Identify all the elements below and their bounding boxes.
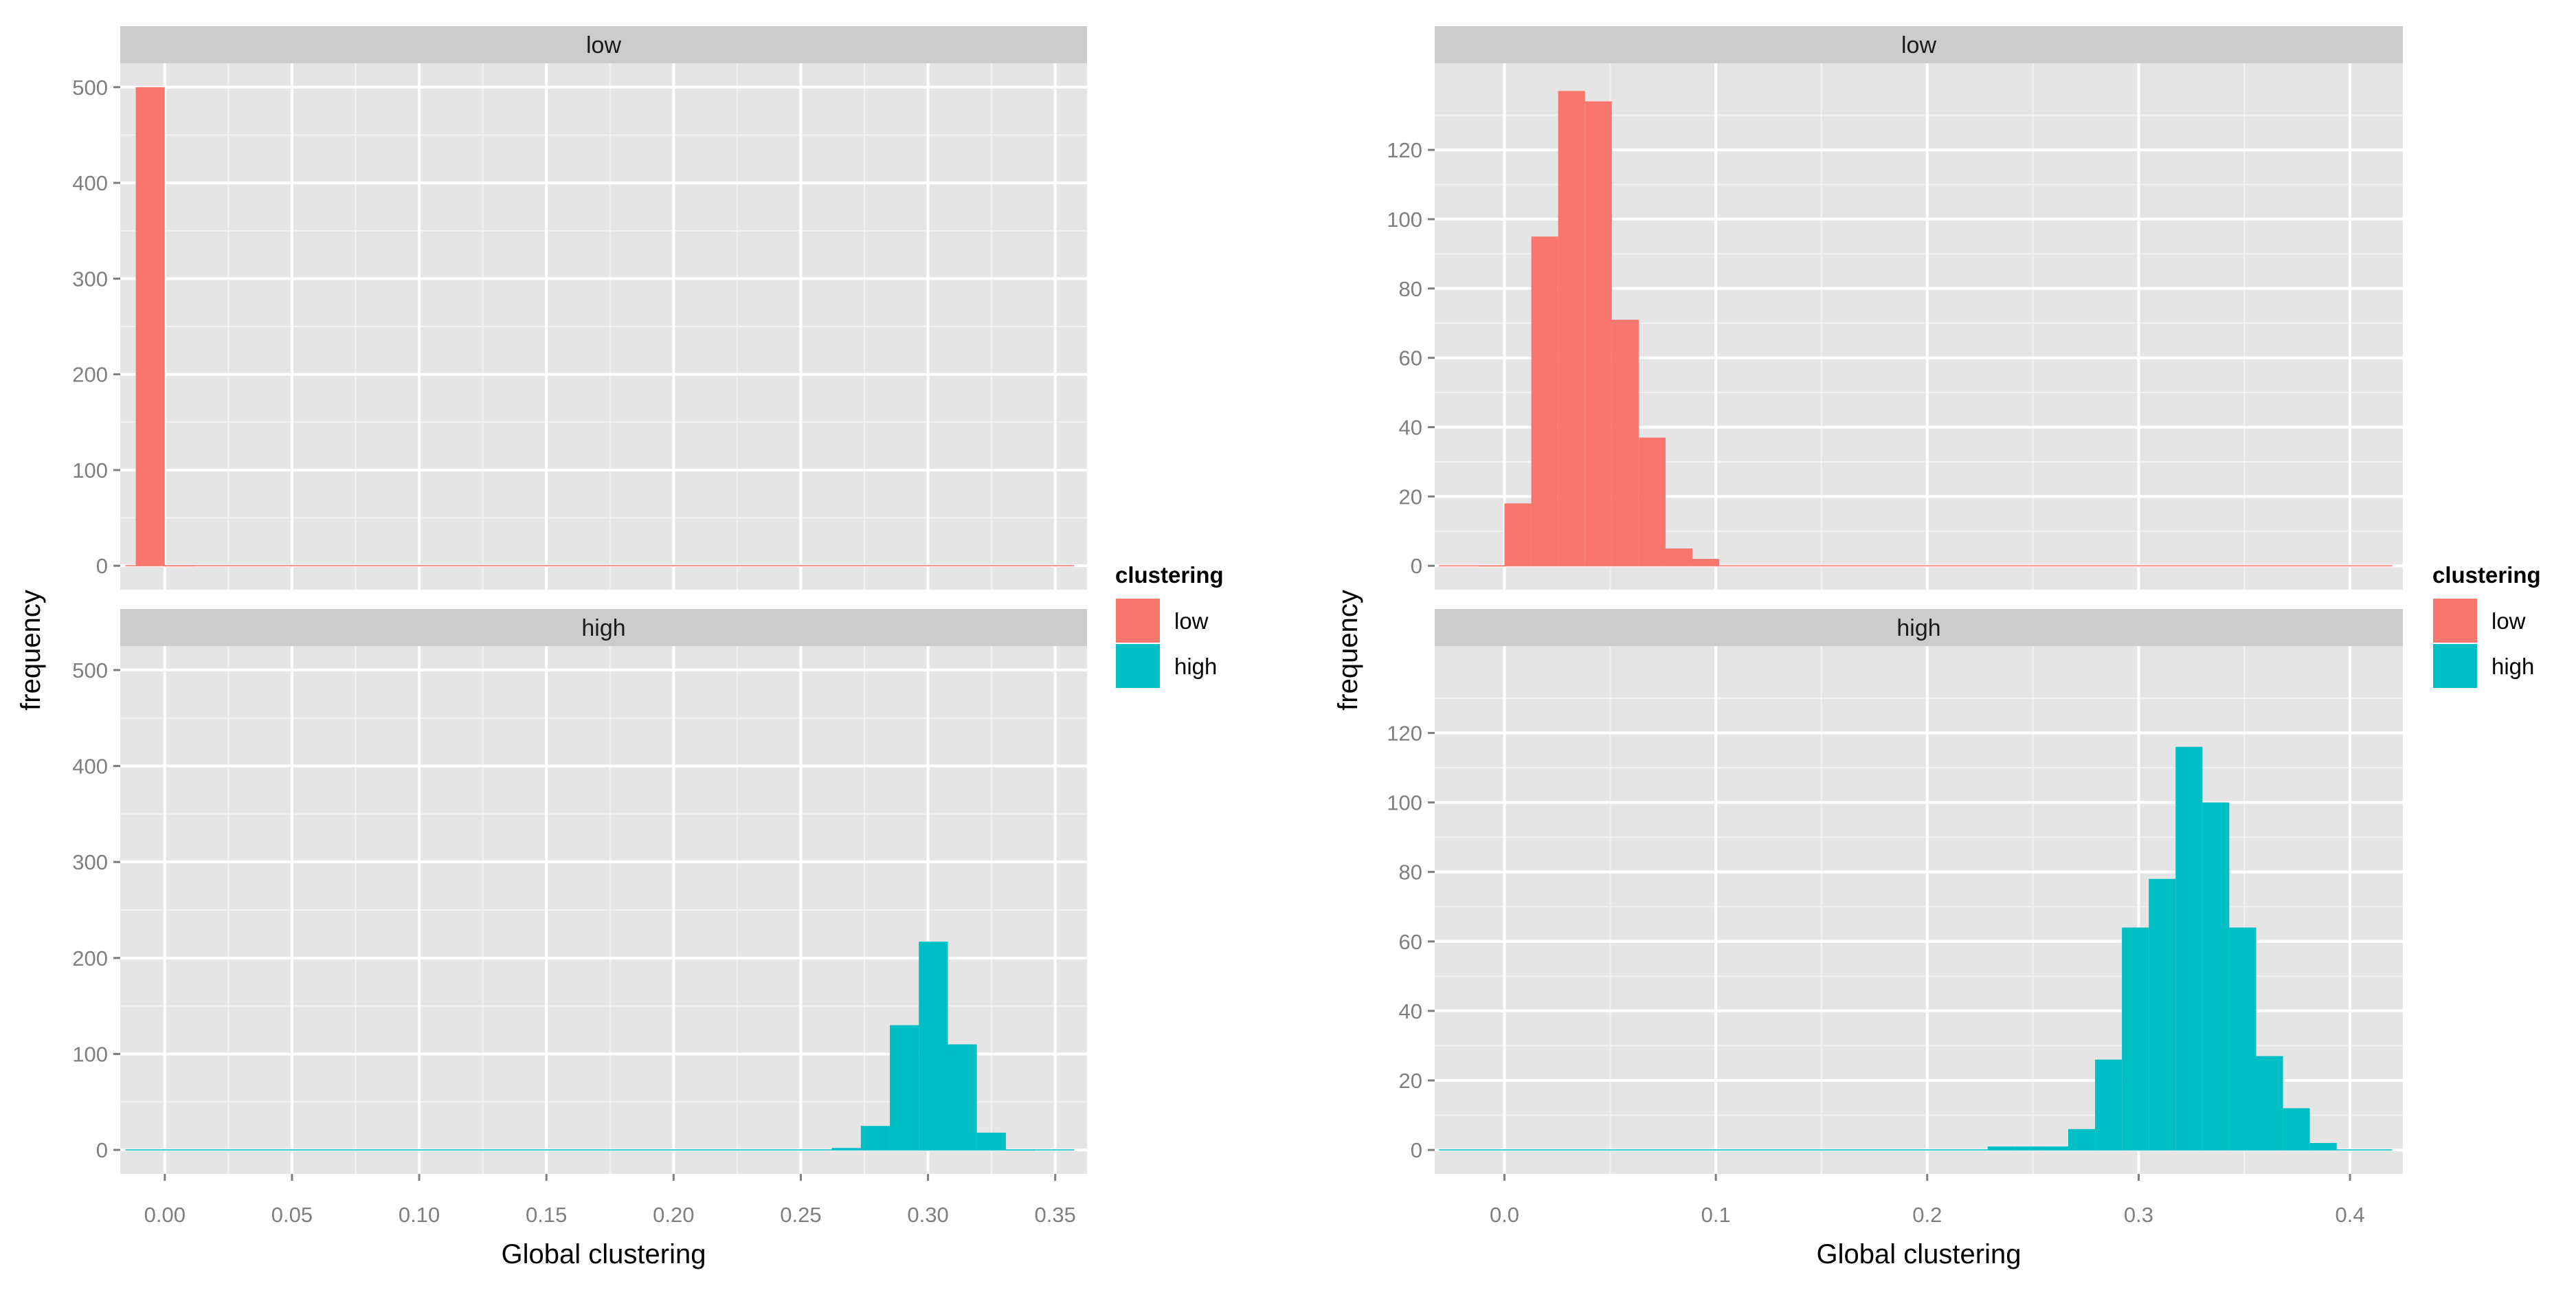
histogram-bar-high <box>831 1148 861 1151</box>
y-tick-label: 500 <box>72 76 108 100</box>
y-tick-label: 100 <box>72 1042 108 1066</box>
x-tick-label: 0.10 <box>399 1203 440 1227</box>
y-axis-title: frequency <box>16 590 46 711</box>
y-tick-label: 60 <box>1399 930 1422 954</box>
histogram-bar-low <box>1611 320 1639 566</box>
histogram-bar-low <box>135 87 165 566</box>
y-tick-label: 120 <box>1387 138 1422 162</box>
histogram-bar-high <box>2149 878 2176 1151</box>
x-tick-label: 0.15 <box>526 1203 567 1227</box>
y-tick-label: 300 <box>72 267 108 291</box>
y-tick-label: 0 <box>96 1138 108 1162</box>
y-tick-label: 40 <box>1399 415 1422 439</box>
legend-key-low <box>2432 597 2478 644</box>
x-tick-label: 0.4 <box>2336 1203 2365 1227</box>
legend-label-high: high <box>2491 654 2534 679</box>
histogram-bar-high <box>2283 1108 2310 1151</box>
histogram-bar-high <box>2122 927 2149 1151</box>
x-tick-label: 0.05 <box>271 1203 313 1227</box>
x-tick-label: 0.35 <box>1035 1203 1076 1227</box>
y-tick-label: 80 <box>1399 861 1422 885</box>
facet-panel-low: low 0 100 200 300 400 500 <box>72 26 1087 590</box>
y-tick-label: 200 <box>72 946 108 970</box>
histogram-bar-low <box>1665 548 1693 566</box>
facet-strip <box>120 26 1087 63</box>
chart-1: low 0 100 200 300 400 500 high 0 100 200 300 400 500 0… <box>16 26 1224 1269</box>
legend-label-low: low <box>1174 608 1209 634</box>
histogram-bar-high <box>2041 1146 2069 1151</box>
histogram-bar-high <box>2202 802 2230 1151</box>
x-tick-label: 0.00 <box>144 1203 186 1227</box>
legend: clustering low high <box>1115 562 1224 689</box>
histogram-bar-high <box>2229 927 2256 1151</box>
facet-strip <box>120 609 1087 646</box>
legend-title: clustering <box>1115 562 1224 588</box>
y-tick-label: 0 <box>1411 554 1422 578</box>
y-tick-label: 100 <box>1387 791 1422 815</box>
facet-panel-high: high 0 20 40 60 80 100 120 0.0 0.1 0.2 0.3 0.4 <box>1387 609 2403 1227</box>
legend: clustering low high <box>2432 562 2541 689</box>
x-axis-title: Global clustering <box>502 1239 706 1269</box>
histogram-bar-low <box>1531 236 1558 566</box>
y-tick-label: 100 <box>72 458 108 482</box>
facet-panel-high: high 0 100 200 300 400 500 0.00 0.05 0.10 0.15 0.20… <box>72 609 1087 1227</box>
y-tick-label: 400 <box>72 755 108 779</box>
histogram-bar-high <box>919 942 948 1151</box>
y-tick-label: 200 <box>72 363 108 387</box>
y-tick-label: 0 <box>96 554 108 578</box>
x-tick-label: 0.25 <box>780 1203 821 1227</box>
y-axis-title: frequency <box>1333 590 1363 711</box>
x-tick-label: 0.20 <box>653 1203 694 1227</box>
histogram-bar-high <box>2095 1059 2123 1151</box>
legend-label-low: low <box>2491 608 2526 634</box>
y-tick-label: 40 <box>1399 999 1422 1023</box>
histogram-bar-high <box>2068 1129 2096 1151</box>
histogram-bar-high <box>2175 746 2203 1151</box>
y-tick-label: 120 <box>1387 721 1422 745</box>
x-tick-label: 0.0 <box>1490 1203 1519 1227</box>
x-axis-title: Global clustering <box>1817 1239 2021 1269</box>
legend-label-high: high <box>1174 654 1217 679</box>
histogram-bar-high <box>2309 1143 2337 1151</box>
histogram-bar-low <box>1584 101 1612 566</box>
chart-2: low 0 20 40 60 80 100 120 high 0 20 40 60 80 100 120 0.0… <box>1333 26 2541 1269</box>
facet-strip <box>1435 26 2403 63</box>
facet-panel-low: low 0 20 40 60 80 100 120 <box>1387 26 2403 590</box>
facet-strip <box>1435 609 2403 646</box>
histogram-bar-high <box>2256 1056 2283 1151</box>
facet-strip-label: high <box>581 615 625 641</box>
histogram-bar-high <box>890 1025 919 1151</box>
y-tick-label: 20 <box>1399 1069 1422 1093</box>
histogram-bar-low <box>1504 503 1532 566</box>
legend-title: clustering <box>2432 562 2541 588</box>
facet-strip-label: high <box>1896 615 1940 641</box>
histogram-bar-high <box>2014 1146 2041 1151</box>
histogram-bar-high <box>1005 1150 1035 1151</box>
x-tick-label: 0.1 <box>1701 1203 1731 1227</box>
histogram-bar-low <box>1558 91 1585 566</box>
histogram-bar-high <box>1987 1146 2015 1151</box>
legend-key-high <box>2432 643 2478 689</box>
histogram-bar-high <box>860 1126 891 1151</box>
legend-key-high <box>1115 643 1161 689</box>
y-tick-label: 100 <box>1387 208 1422 232</box>
y-tick-label: 60 <box>1399 346 1422 370</box>
x-tick-label: 0.2 <box>1912 1203 1942 1227</box>
facet-strip-label: low <box>1901 32 1936 58</box>
y-tick-label: 400 <box>72 171 108 195</box>
y-tick-label: 300 <box>72 850 108 874</box>
y-tick-label: 80 <box>1399 277 1422 301</box>
y-tick-label: 0 <box>1411 1138 1422 1162</box>
histogram-bar-high <box>948 1044 977 1151</box>
legend-key-low <box>1115 597 1161 644</box>
facet-strip-label: low <box>586 32 621 58</box>
y-tick-label: 20 <box>1399 485 1422 509</box>
histogram-bar-high <box>976 1132 1006 1151</box>
histogram-bar-low <box>1638 437 1666 566</box>
y-tick-label: 500 <box>72 658 108 682</box>
x-tick-label: 0.30 <box>907 1203 948 1227</box>
x-tick-label: 0.3 <box>2124 1203 2153 1227</box>
histogram-bar-low <box>1692 559 1720 566</box>
